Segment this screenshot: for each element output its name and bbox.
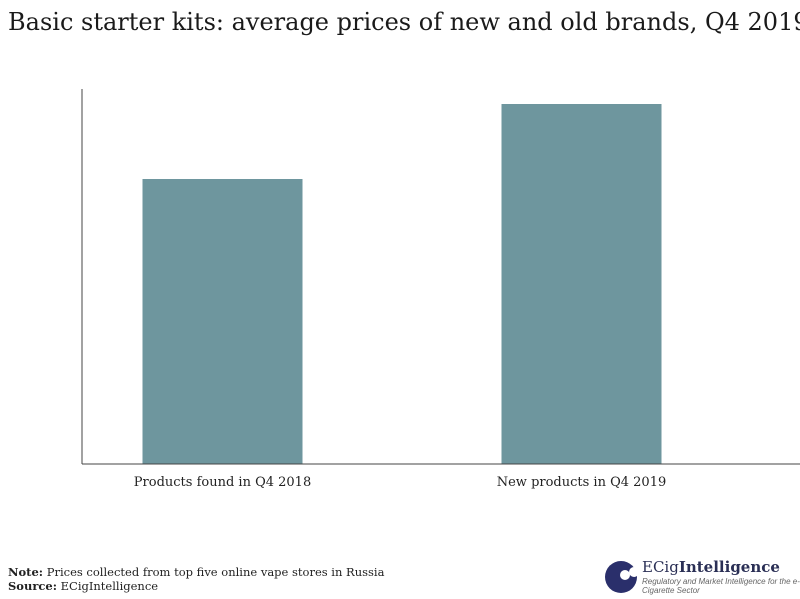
x-tick-label: Products found in Q4 2018	[134, 475, 311, 490]
ecigintelligence-logo: ECigIntelligence Regulatory and Market I…	[604, 558, 800, 599]
bar-1	[142, 179, 303, 464]
note-text: Prices collected from top five online va…	[43, 565, 385, 579]
source: Source: ECigIntelligence	[8, 579, 158, 593]
chart-title: Basic starter kits: average prices of ne…	[8, 8, 800, 36]
x-tick-label: New products in Q4 2019	[497, 475, 667, 490]
logo-icon	[605, 561, 638, 593]
source-text: ECigIntelligence	[56, 579, 159, 593]
note: Note: Prices collected from top five onl…	[8, 565, 384, 579]
note-label: Note:	[8, 565, 44, 579]
logo-tagline: Regulatory and Market Intelligence for t…	[642, 577, 800, 595]
source-label: Source:	[8, 579, 57, 593]
bar-2	[501, 104, 662, 464]
logo-name: ECigIntelligence	[642, 558, 780, 576]
